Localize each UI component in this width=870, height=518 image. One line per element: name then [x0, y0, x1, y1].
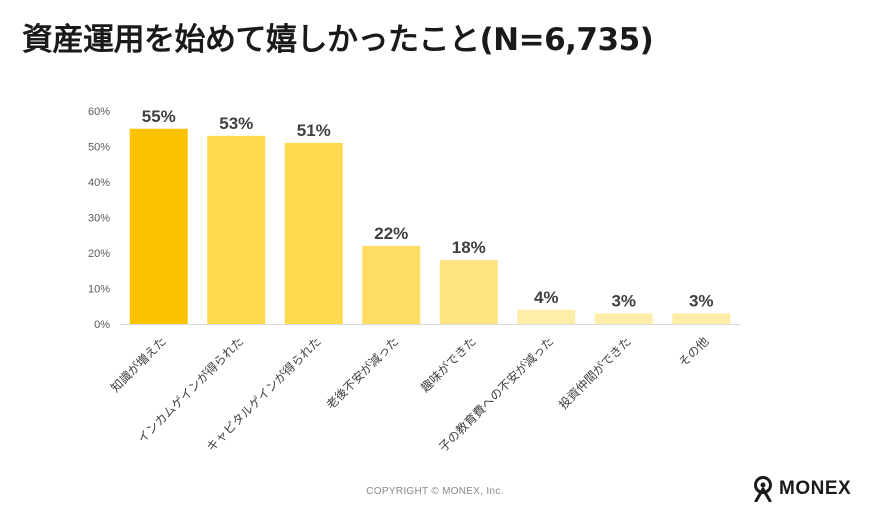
- bar: [129, 128, 188, 324]
- bar: [362, 245, 421, 324]
- y-tick-label: 50%: [88, 142, 110, 154]
- y-tick-label: 60%: [88, 106, 110, 118]
- bar: [439, 260, 498, 324]
- x-axis-labels: 知識が増えたインカムゲインが得られたキャピタルゲインが得られた 老後不安が減った趣…: [107, 334, 711, 455]
- bar: [207, 135, 266, 324]
- data-label: 53%: [219, 114, 253, 133]
- bar: [517, 309, 576, 324]
- copyright-text: COPYRIGHT © MONEX, Inc.: [366, 486, 504, 497]
- y-tick-label: 20%: [88, 248, 110, 260]
- bar: [594, 313, 653, 324]
- bar-chart: 0% 10% 20% 30% 40% 50% 60% 55% 53% 51% 22% 18% 4% 3%…: [88, 106, 740, 455]
- y-tick-label: 40%: [88, 177, 110, 189]
- y-tick-label: 0%: [94, 319, 110, 331]
- data-label: 3%: [689, 291, 714, 310]
- data-label: 3%: [611, 291, 636, 310]
- data-label: 18%: [452, 238, 486, 257]
- x-tick-label: 投資仲間ができた: [555, 334, 633, 412]
- x-tick-label: 知識が増えた: [107, 334, 169, 396]
- bar: [672, 313, 731, 324]
- chart-title: 資産運用を始めて嬉しかったこと(N=6,735): [22, 22, 654, 58]
- data-label: 4%: [534, 288, 559, 307]
- monex-person-icon: [754, 476, 772, 502]
- y-tick-label: 30%: [88, 213, 110, 225]
- data-label: 22%: [374, 224, 408, 243]
- x-tick-label: 趣味ができた: [417, 334, 479, 396]
- monex-logo: MONEX: [752, 476, 851, 502]
- data-label: 51%: [297, 121, 331, 140]
- logo-text: MONEX: [779, 478, 852, 499]
- bar: [284, 142, 343, 324]
- data-label: 55%: [142, 107, 176, 126]
- y-axis: 0% 10% 20% 30% 40% 50% 60%: [88, 106, 110, 331]
- data-labels: 55% 53% 51% 22% 18% 4% 3% 3%: [142, 107, 714, 311]
- x-tick-label: 老後不安が減った: [323, 334, 401, 412]
- x-tick-label: その他: [676, 334, 711, 369]
- bars: [129, 128, 731, 324]
- y-tick-label: 10%: [88, 284, 110, 296]
